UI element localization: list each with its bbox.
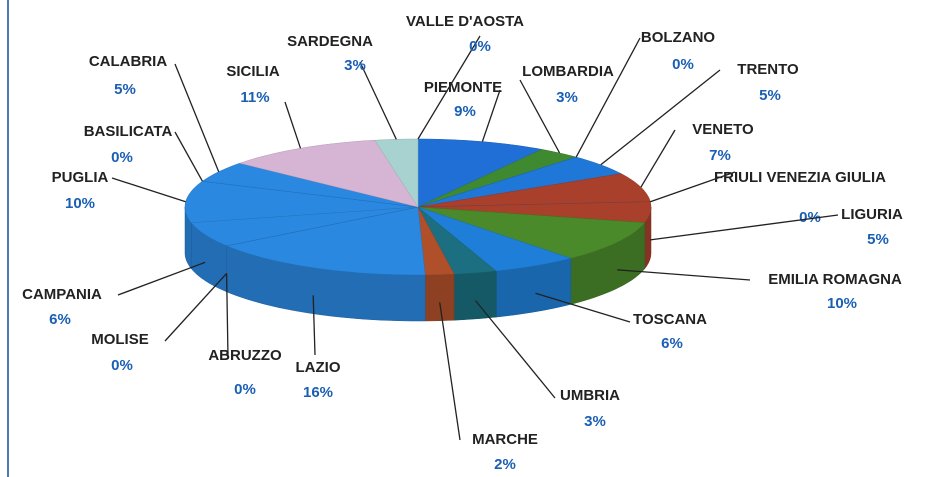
value-label: 11%	[240, 89, 269, 106]
category-label: LIGURIA	[841, 206, 903, 223]
category-label: CAMPANIA	[22, 286, 102, 303]
pie-slice	[417, 149, 578, 208]
category-label: PIEMONTE	[424, 79, 502, 96]
value-label: 0%	[672, 56, 694, 73]
category-label: LAZIO	[296, 359, 341, 376]
leader-line	[359, 61, 397, 140]
value-label: 0%	[111, 149, 133, 166]
value-label: 16%	[303, 384, 333, 401]
pie-slice	[417, 206, 572, 272]
category-label: FRIULI VENEZIA GIULIA	[714, 169, 886, 186]
pie-slice	[417, 138, 543, 208]
value-label: 5%	[114, 81, 136, 98]
category-label: BOLZANO	[641, 29, 715, 46]
leader-line	[650, 214, 839, 241]
pie-slice	[417, 206, 646, 259]
value-label: 6%	[49, 311, 71, 328]
value-label: 3%	[556, 89, 578, 106]
leader-line	[417, 35, 481, 140]
leader-line	[519, 79, 561, 154]
leader-line	[600, 69, 721, 166]
value-label: 0%	[234, 381, 256, 398]
value-label: 5%	[867, 231, 889, 248]
pie-slice-side	[453, 270, 497, 321]
pie-slice	[417, 206, 497, 275]
category-label: MARCHE	[472, 431, 538, 448]
leader-line	[640, 129, 676, 188]
pie-slice	[417, 206, 455, 276]
value-label: 7%	[709, 147, 731, 164]
category-label: EMILIA ROMAGNA	[768, 271, 902, 288]
leader-line	[439, 302, 461, 441]
pie-slice	[417, 156, 622, 208]
leader-line	[164, 272, 228, 342]
leader-line	[284, 101, 302, 149]
value-label: 3%	[344, 57, 366, 74]
category-label: VENETO	[692, 121, 754, 138]
value-label: 0%	[799, 209, 821, 226]
category-label: TOSCANA	[633, 311, 707, 328]
category-label: MOLISE	[91, 331, 149, 348]
category-label: SARDEGNA	[287, 33, 373, 50]
pie-slice-side	[424, 273, 455, 322]
leader-line	[535, 292, 631, 323]
pie-tops	[184, 138, 652, 276]
leader-line	[617, 269, 751, 281]
value-label: 5%	[759, 87, 781, 104]
category-label: BASILICATA	[84, 123, 173, 140]
pie-slice	[184, 180, 419, 223]
pie-slice	[190, 206, 419, 247]
leader-line	[481, 89, 501, 142]
leader-line	[111, 177, 186, 203]
pie-slice	[417, 201, 652, 223]
category-label: TRENTO	[737, 61, 799, 78]
value-label: 10%	[65, 195, 95, 212]
category-label: VALLE D'AOSTA	[406, 13, 524, 30]
leader-line	[650, 171, 736, 203]
value-label: 0%	[469, 38, 491, 55]
leader-line	[225, 273, 229, 358]
value-label: 0%	[111, 357, 133, 374]
leader-line	[117, 261, 206, 296]
category-label: SICILIA	[226, 63, 280, 80]
leader-line	[312, 295, 316, 356]
leader-line	[575, 37, 641, 158]
value-label: 2%	[494, 456, 516, 473]
value-label: 6%	[661, 335, 683, 352]
category-label: CALABRIA	[89, 53, 167, 70]
value-label: 3%	[584, 413, 606, 430]
pie-sides	[184, 206, 652, 322]
category-label: LOMBARDIA	[522, 63, 614, 80]
labels: VALLE D'AOSTA 0% PIEMONTE 9% LOMBARDIA 3% BOLZ…	[22, 13, 903, 473]
category-label: PUGLIA	[52, 169, 109, 186]
value-label: 10%	[827, 295, 857, 312]
category-label: UMBRIA	[560, 387, 620, 404]
leader-line	[174, 131, 203, 182]
value-label: 9%	[454, 103, 476, 120]
leader-line	[474, 300, 556, 399]
category-label: ABRUZZO	[208, 347, 282, 364]
pie-slice	[225, 206, 426, 276]
leader-line	[174, 63, 220, 173]
